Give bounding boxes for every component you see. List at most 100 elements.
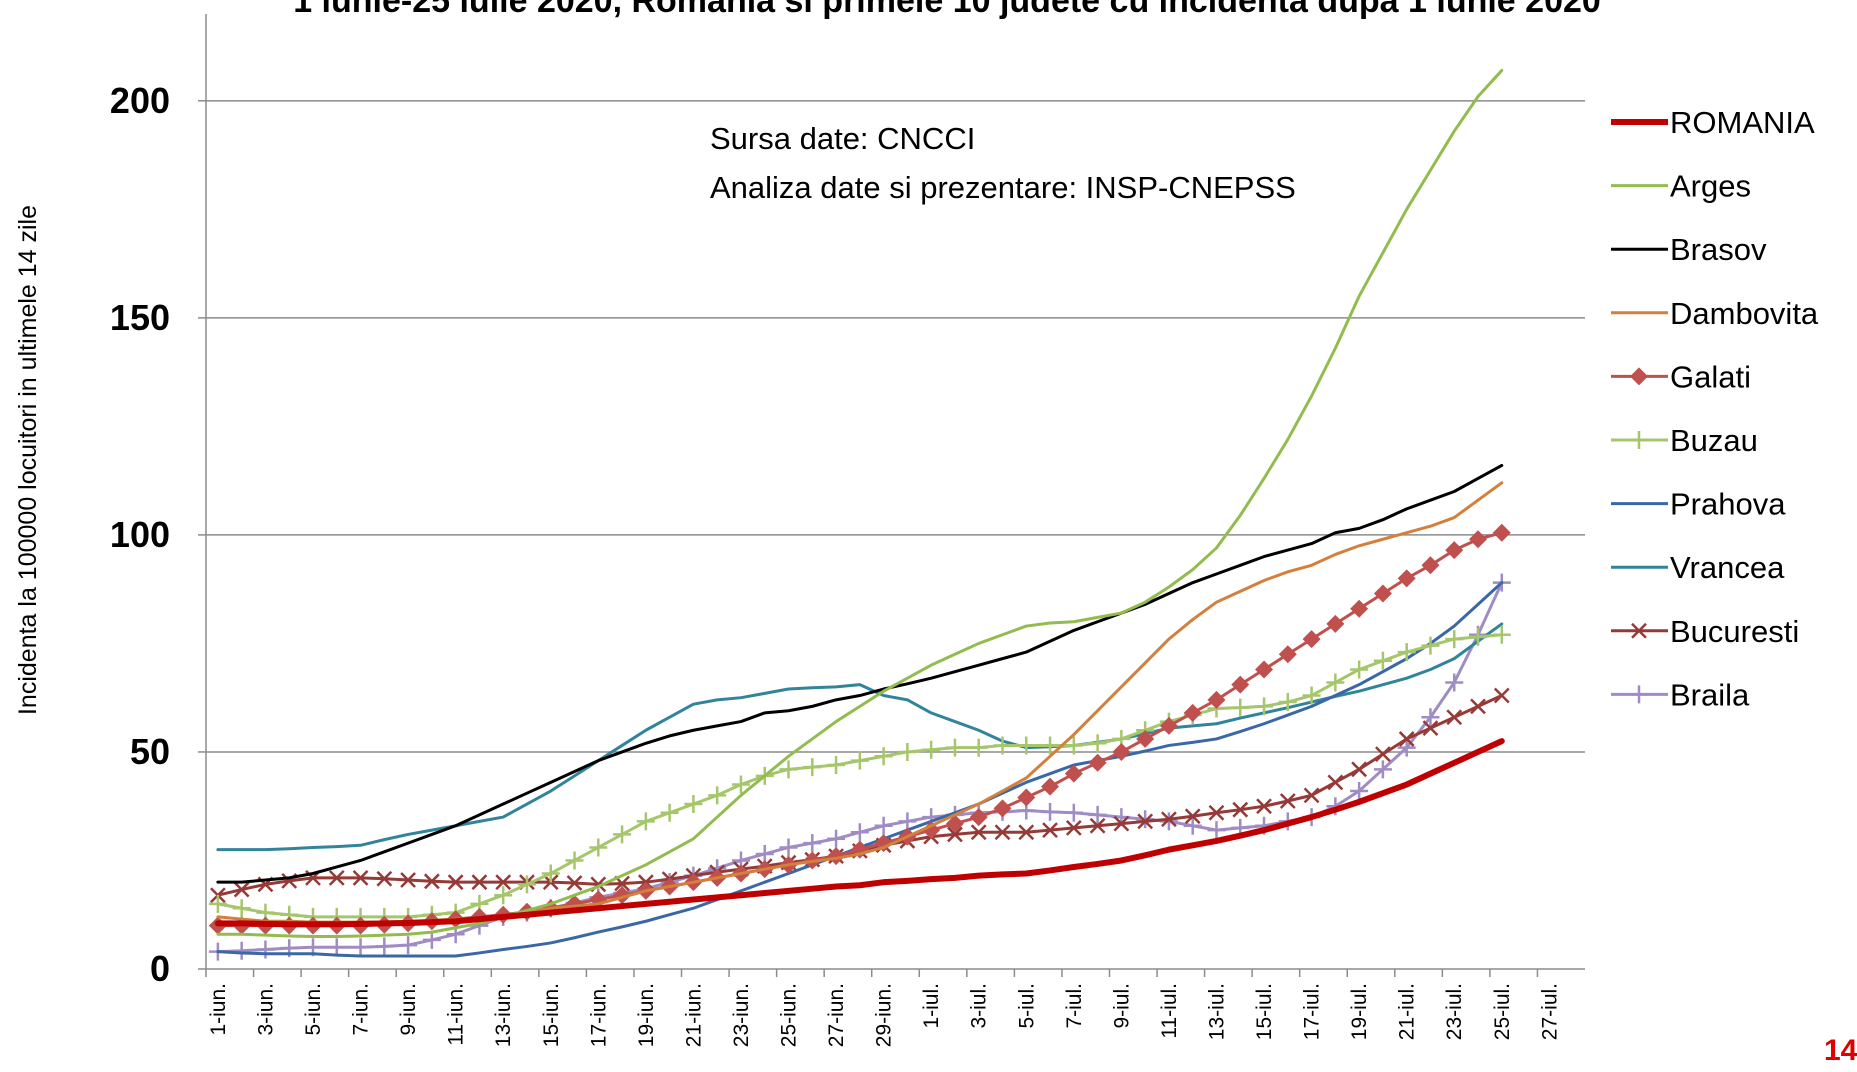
- legend-label: Braila: [1670, 677, 1750, 712]
- marker: [1397, 569, 1416, 588]
- marker: [1351, 761, 1368, 778]
- marker: [1088, 753, 1107, 772]
- marker: [1159, 716, 1178, 735]
- marker: [1421, 556, 1440, 575]
- x-tick-label: 11-iul.: [1158, 983, 1181, 1039]
- x-tick-label: 23-iul.: [1443, 983, 1466, 1040]
- marker: [351, 938, 370, 957]
- x-tick-label: 17-iul.: [1301, 983, 1324, 1040]
- marker: [447, 874, 464, 891]
- marker: [1373, 584, 1392, 603]
- marker: [827, 847, 846, 866]
- data-line: [216, 68, 1504, 938]
- legend-label: Buzau: [1670, 423, 1758, 458]
- marker: [922, 740, 941, 759]
- marker: [232, 941, 251, 960]
- marker: [660, 803, 679, 822]
- marker: [1017, 788, 1036, 807]
- marker: [1208, 804, 1225, 821]
- x-tick-label: 21-iul.: [1396, 983, 1419, 1040]
- marker: [1350, 782, 1369, 801]
- marker: [1327, 774, 1344, 791]
- data-line: [216, 633, 1504, 919]
- marker: [755, 844, 774, 863]
- marker: [1159, 812, 1178, 831]
- marker: [1445, 541, 1464, 560]
- marker: [1231, 698, 1250, 717]
- marker: [327, 938, 346, 957]
- x-tick-label: 27-iun.: [825, 983, 848, 1047]
- x-tick-label: 11-iun.: [445, 983, 468, 1046]
- marker: [233, 881, 250, 898]
- marker: [1630, 367, 1648, 386]
- marker: [1350, 660, 1369, 679]
- marker: [1445, 630, 1464, 649]
- data-line: [216, 694, 1504, 897]
- marker: [1421, 636, 1440, 655]
- marker: [1445, 673, 1464, 692]
- marker: [232, 899, 251, 918]
- marker: [1630, 431, 1648, 449]
- legend-label: Prahova: [1670, 487, 1786, 522]
- marker: [945, 738, 964, 757]
- y-tick-label: 0: [150, 948, 170, 989]
- marker: [969, 808, 988, 827]
- marker: [993, 736, 1012, 755]
- marker: [328, 869, 345, 886]
- marker: [1042, 822, 1058, 838]
- x-tick-label: 27-iul.: [1538, 983, 1561, 1040]
- annotation: Sursa date: CNCCI: [710, 121, 975, 156]
- marker: [1326, 673, 1345, 692]
- marker: [827, 829, 846, 848]
- data-line: [216, 463, 1504, 884]
- x-tick-label: 1-iun.: [207, 983, 230, 1036]
- marker: [1303, 787, 1320, 804]
- y-tick-label: 150: [110, 297, 170, 338]
- legend-label: Vrancea: [1670, 550, 1785, 585]
- marker: [1041, 802, 1060, 821]
- marker: [1421, 708, 1440, 727]
- y-axis-title: Incidenta la 100000 locuitori in ultimel…: [14, 205, 42, 715]
- marker: [779, 760, 798, 779]
- marker: [1398, 731, 1415, 747]
- y-tick-label: 50: [130, 731, 170, 772]
- marker: [1136, 810, 1155, 829]
- marker: [874, 747, 893, 766]
- marker: [1492, 625, 1511, 644]
- marker: [494, 886, 513, 905]
- marker: [495, 874, 512, 891]
- marker: [898, 742, 917, 761]
- x-tick-label: 9-iun.: [397, 983, 420, 1036]
- marker: [1041, 777, 1060, 796]
- series: [216, 68, 1504, 938]
- marker: [1469, 530, 1488, 549]
- x-tick-label: 19-iul.: [1348, 983, 1371, 1040]
- marker: [376, 870, 393, 887]
- marker: [945, 814, 964, 833]
- series: [208, 523, 1511, 935]
- series: [214, 738, 1505, 928]
- marker: [1065, 820, 1082, 836]
- data-line: [216, 531, 1504, 928]
- marker: [1231, 675, 1250, 694]
- legend-label: Bucuresti: [1670, 614, 1799, 649]
- marker: [993, 799, 1012, 818]
- x-tick-label: 3-iul.: [968, 983, 991, 1029]
- marker: [636, 812, 655, 831]
- annotation: Analiza date si prezentare: INSP-CNEPSS: [710, 170, 1296, 205]
- marker: [1469, 627, 1488, 646]
- marker: [565, 851, 584, 870]
- legend-label: Galati: [1670, 359, 1751, 394]
- marker: [1630, 685, 1648, 704]
- marker: [1088, 734, 1107, 753]
- x-tick-label: 13-iul.: [1205, 983, 1228, 1040]
- marker: [874, 816, 893, 835]
- x-tick-label: 19-iun.: [635, 983, 658, 1047]
- marker: [994, 824, 1011, 841]
- marker: [256, 940, 275, 959]
- marker: [850, 823, 869, 842]
- marker: [970, 824, 987, 841]
- marker: [684, 795, 703, 814]
- x-tick-label: 17-iun.: [587, 983, 610, 1047]
